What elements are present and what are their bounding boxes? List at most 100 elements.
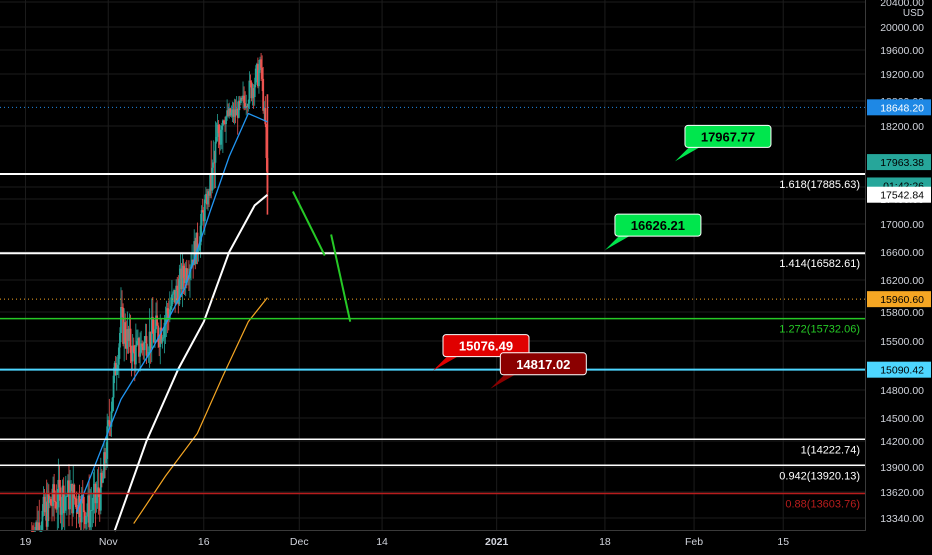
candle-body (134, 345, 137, 365)
candle-body (137, 338, 139, 341)
candle-body (92, 493, 95, 510)
candle-body (184, 268, 187, 284)
candle-body (43, 496, 46, 513)
candle-body (148, 331, 151, 352)
candle-body (141, 343, 144, 347)
candle-body (62, 485, 65, 514)
candle-body (234, 109, 237, 116)
candle-body (117, 347, 120, 365)
candle-body (87, 495, 89, 513)
candle-body (53, 484, 56, 501)
candle-body (249, 80, 252, 83)
candle-body (144, 336, 147, 342)
level-label: 1(14222.74) (801, 444, 860, 456)
candle-body (182, 265, 185, 278)
callout-text: 15076.49 (459, 339, 513, 354)
candle-body (140, 343, 143, 353)
candle-body (238, 100, 241, 103)
callout-box (614, 213, 702, 237)
candle-body (164, 318, 167, 323)
candle-body (175, 285, 178, 304)
candle-body (124, 322, 127, 343)
candle-body (34, 531, 36, 532)
ma-blue-line (75, 112, 268, 513)
callout-text: 17967.77 (701, 129, 755, 144)
candle-body (89, 510, 92, 528)
candle-body (38, 522, 41, 531)
price-callout: 16626.21 (604, 213, 702, 251)
candle-body (256, 64, 259, 87)
callout-pointer (604, 234, 633, 251)
candle-body (149, 331, 152, 349)
candle-body (191, 259, 193, 267)
price-callout: 15076.49 (433, 334, 530, 371)
candle-body (240, 98, 242, 103)
candle-body (142, 346, 145, 351)
candle-body (160, 327, 163, 343)
candle-body (95, 496, 98, 504)
candle-body (210, 173, 213, 191)
candle-body (248, 80, 251, 104)
candle-body (209, 173, 212, 196)
candle-body (99, 472, 102, 511)
candle-body (218, 133, 221, 145)
candle-body (215, 136, 218, 142)
candle-body (157, 325, 160, 343)
candle-body (39, 531, 42, 532)
candle-body (225, 116, 227, 125)
candle-body (199, 225, 202, 246)
level-label: 1.618(17885.63) (779, 179, 860, 191)
candle-body (227, 110, 230, 116)
level-label: 0.88(13603.76) (785, 499, 860, 511)
candle-body (60, 506, 63, 515)
candle-body (246, 106, 249, 107)
candle-body (223, 120, 225, 123)
candle-body (74, 497, 77, 499)
ma-orange-line (133, 297, 268, 524)
candle-body (254, 68, 257, 85)
candle-body (217, 124, 220, 134)
candle-body (156, 315, 158, 326)
candle-body (44, 501, 47, 513)
candle-body (231, 109, 234, 113)
candle-body (229, 108, 232, 116)
candles (30, 52, 269, 532)
candle-body (220, 125, 223, 130)
candle-body (150, 316, 153, 349)
candle-body (180, 268, 183, 290)
candle-body (128, 328, 131, 341)
candle-body (106, 426, 109, 459)
candle-body (86, 512, 88, 517)
candle-body (154, 329, 156, 343)
candle-body (115, 369, 118, 375)
projection-line (330, 234, 352, 322)
candle-body (102, 478, 104, 483)
candle-body (145, 336, 148, 356)
candle-body (37, 522, 40, 531)
candle-body (176, 285, 179, 291)
candle-body (108, 420, 111, 425)
candle-body (70, 483, 73, 491)
candle-body (169, 306, 172, 310)
candle-body (46, 493, 49, 527)
candle-body (197, 250, 200, 254)
candle-body (252, 88, 255, 98)
candle-body (171, 294, 173, 307)
candle-body (98, 497, 101, 511)
candle-body (168, 309, 171, 320)
candle-body (250, 82, 253, 99)
candle-body (68, 480, 70, 510)
candle-body (110, 411, 113, 427)
projection-lines (292, 191, 352, 322)
candle-body (139, 352, 141, 357)
candle-body (243, 95, 245, 103)
candle-body (59, 487, 62, 515)
candle-body (204, 194, 207, 200)
price-axis-separator (865, 0, 866, 530)
candle-body (132, 345, 135, 352)
candle-body (203, 199, 206, 222)
candle-body (136, 340, 138, 346)
candle-body (230, 112, 233, 116)
